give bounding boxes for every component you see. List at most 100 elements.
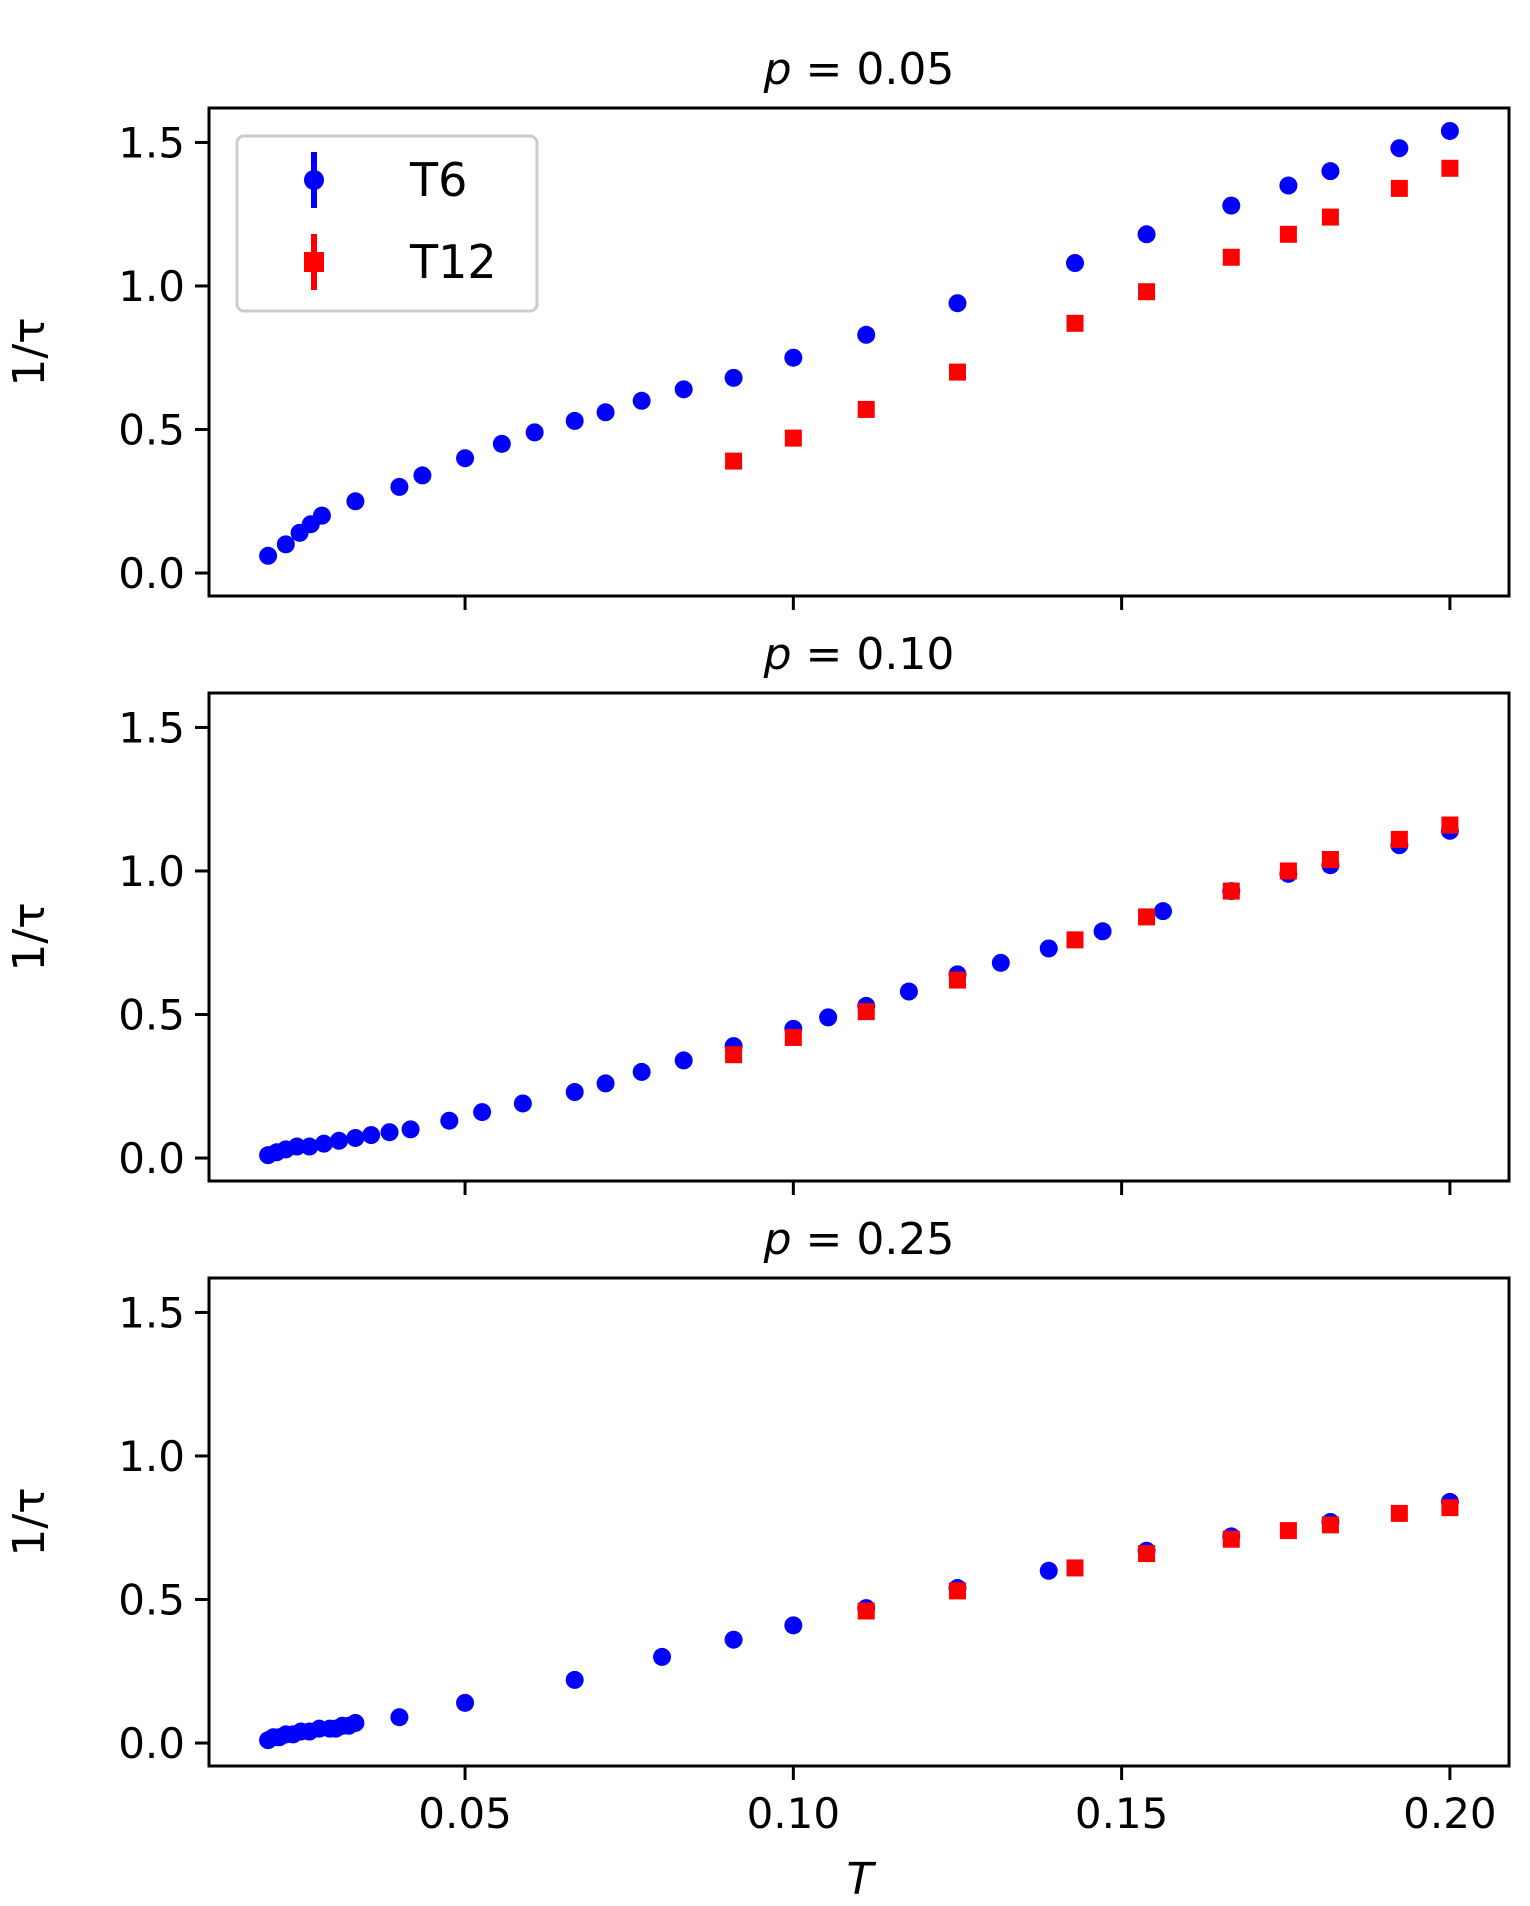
legend-marker-T12: [304, 252, 324, 272]
data-point-T6: [1390, 139, 1409, 158]
data-point-T6: [1039, 939, 1058, 958]
panel-1: p = 0.05 0.0 0.5 1.0 1.5 1/τ T6 T12: [4, 44, 1511, 610]
data-point-T6: [346, 492, 365, 511]
data-point-T12: [784, 1028, 802, 1046]
data-point-T6: [492, 434, 511, 453]
y-tick-label: 0.5: [118, 1576, 185, 1625]
series-T6: [259, 1492, 1459, 1750]
panel-title: p = 0.25: [763, 1214, 955, 1265]
panel-title-variable: p: [763, 629, 792, 680]
data-point-T6: [346, 1713, 365, 1732]
data-point-T12: [857, 1003, 875, 1021]
data-point-T12: [948, 363, 966, 381]
data-point-T12: [857, 1602, 875, 1620]
data-point-T6: [473, 1103, 492, 1122]
data-point-T6: [346, 1128, 365, 1147]
data-point-T12: [1390, 830, 1408, 848]
panel-title: p = 0.10: [763, 629, 955, 680]
data-point-T6: [1279, 176, 1298, 195]
data-point-T6: [674, 1051, 693, 1070]
plot-frame: [207, 106, 1511, 598]
data-point-T12: [1066, 314, 1084, 332]
data-point-T12: [1066, 1559, 1084, 1577]
data-point-T6: [596, 403, 615, 422]
data-point-T6: [380, 1123, 399, 1142]
data-point-T6: [513, 1094, 532, 1113]
y-tick-label: 0.0: [118, 1134, 185, 1183]
data-point-T12: [1279, 225, 1297, 243]
data-point-T12: [1390, 1504, 1408, 1522]
x-tick-label: 0.15: [1075, 1789, 1169, 1838]
data-point-T6: [565, 411, 584, 430]
panel-title-variable: p: [763, 44, 792, 95]
plot-frame: [207, 691, 1511, 1183]
y-tick-label: 1.0: [118, 262, 185, 311]
series-T12: [725, 159, 1459, 470]
data-point-T6: [1222, 196, 1241, 215]
data-point-T12: [1441, 159, 1459, 177]
data-point-T12: [948, 1582, 966, 1600]
data-point-T6: [632, 1062, 651, 1081]
data-point-T12: [784, 429, 802, 447]
y-tick-label: 1.5: [118, 1288, 185, 1337]
x-axis-label: T: [847, 1854, 877, 1905]
data-point-T6: [1321, 162, 1340, 181]
data-point-T6: [401, 1120, 420, 1139]
data-point-T12: [948, 971, 966, 989]
panel-title-value: = 0.10: [792, 629, 955, 680]
data-point-T6: [276, 535, 295, 554]
data-point-T6: [565, 1083, 584, 1102]
data-point-T6: [724, 1630, 743, 1649]
y-axis-label: 1/τ: [4, 1487, 55, 1556]
data-point-T12: [725, 452, 743, 470]
legend-label-T12: T12: [409, 235, 497, 289]
y-tick-label: 1.5: [118, 703, 185, 752]
x-tick-label: 0.20: [1403, 1789, 1497, 1838]
data-point-T6: [724, 368, 743, 387]
data-point-T6: [1093, 922, 1112, 941]
data-point-T12: [1138, 908, 1156, 926]
data-point-T6: [596, 1074, 615, 1093]
y-tick-label: 0.5: [118, 991, 185, 1040]
y-tick-label: 1.5: [118, 118, 185, 167]
y-axis-label: 1/τ: [4, 902, 55, 971]
data-point-T12: [1138, 1545, 1156, 1563]
panel-2: p = 0.10 0.0 0.5 1.0 1.5 1/τ: [4, 629, 1511, 1195]
data-point-T12: [1441, 816, 1459, 834]
data-point-T6: [390, 1708, 409, 1727]
data-point-T6: [991, 953, 1010, 972]
y-tick-label: 0.5: [118, 406, 185, 455]
data-point-T12: [1222, 248, 1240, 266]
y-tick-label: 1.0: [118, 847, 185, 896]
data-point-T12: [1066, 931, 1084, 949]
panel-title-value: = 0.25: [792, 1214, 955, 1265]
data-point-T6: [456, 449, 475, 468]
legend-marker-T6: [304, 170, 324, 190]
data-point-T6: [857, 325, 876, 344]
data-point-T6: [440, 1111, 459, 1130]
data-point-T12: [1390, 179, 1408, 197]
data-point-T6: [312, 506, 331, 525]
data-point-T6: [525, 423, 544, 442]
y-tick-label: 0.0: [118, 1719, 185, 1768]
data-point-T6: [1066, 254, 1085, 273]
data-point-T6: [784, 348, 803, 367]
data-point-T6: [362, 1126, 381, 1145]
data-point-T12: [1138, 283, 1156, 301]
data-point-T6: [259, 546, 278, 565]
data-point-T6: [314, 1134, 333, 1153]
data-point-T6: [565, 1670, 584, 1689]
data-point-T6: [948, 294, 967, 313]
data-point-T6: [330, 1131, 348, 1150]
data-point-T6: [456, 1693, 475, 1712]
data-point-T12: [1441, 1499, 1459, 1517]
data-point-T6: [287, 1137, 306, 1156]
data-point-T6: [632, 391, 651, 410]
series-T12: [857, 1499, 1459, 1620]
series-T6: [259, 821, 1459, 1165]
data-point-T12: [1222, 882, 1240, 900]
data-point-T6: [674, 380, 693, 399]
data-point-T6: [819, 1008, 838, 1027]
